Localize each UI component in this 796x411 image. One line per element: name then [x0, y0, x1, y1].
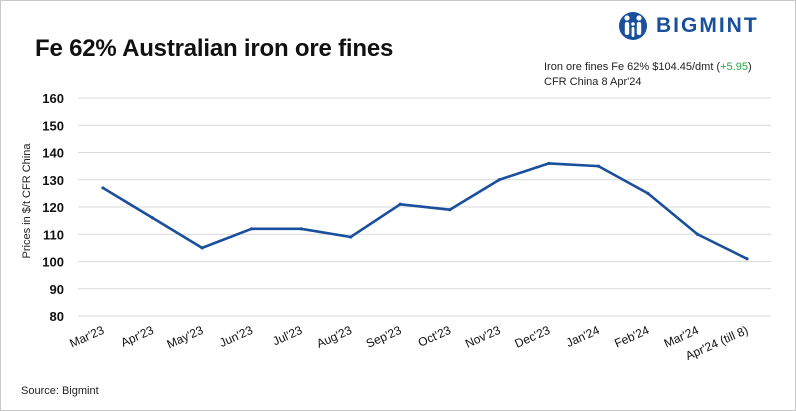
- y-axis-label: Prices in $/t CFR China: [21, 143, 33, 259]
- x-tick-label: Feb'24: [612, 323, 651, 351]
- data-point: [497, 178, 501, 182]
- series-group: [101, 161, 749, 261]
- data-point: [250, 227, 254, 231]
- y-tick-label: 90: [50, 282, 64, 297]
- y-axis-ticks: 80 90 100 110 120 130 140 150 160: [42, 91, 64, 324]
- price-line-1: Iron ore fines Fe 62% $104.45/dmt (+5.95…: [544, 60, 752, 75]
- chart-title: Fe 62% Australian iron ore fines: [35, 35, 394, 62]
- data-point: [547, 161, 551, 165]
- y-tick-label: 120: [42, 200, 64, 215]
- y-tick-label: 80: [50, 309, 64, 324]
- data-point: [695, 232, 700, 236]
- data-point: [299, 227, 303, 231]
- data-point: [398, 202, 402, 206]
- y-tick-label: 100: [42, 255, 64, 270]
- x-tick-label: Jun'23: [217, 323, 255, 350]
- x-tick-label: May'23: [165, 323, 206, 352]
- bigmint-logo-icon: [619, 12, 647, 40]
- brand-name: BIGMINT: [656, 14, 759, 37]
- data-point: [448, 208, 452, 212]
- data-point: [646, 191, 650, 195]
- x-tick-label: Jan'24: [564, 323, 602, 350]
- price-info: Iron ore fines Fe 62% $104.45/dmt (+5.95…: [544, 60, 752, 90]
- data-point: [349, 235, 353, 239]
- y-tick-label: 140: [42, 146, 64, 161]
- y-tick-label: 130: [42, 173, 64, 188]
- data-point: [596, 164, 600, 168]
- x-tick-label: Dec'23: [513, 323, 553, 351]
- data-point: [101, 186, 105, 190]
- y-tick-label: 110: [43, 227, 64, 242]
- series-line: [101, 162, 749, 261]
- data-point: [200, 246, 204, 250]
- price-suffix: ): [747, 61, 752, 73]
- x-axis-ticks: Mar'23 Apr'23 May'23 Jun'23 Jul'23 Aug'23 Sep'…: [67, 323, 750, 363]
- brand-logo[interactable]: BIGMINT: [618, 9, 788, 43]
- y-tick-label: 150: [42, 118, 64, 133]
- x-tick-label: Aug'23: [314, 323, 354, 351]
- price-prefix: Iron ore fines Fe 62% $104.45/dmt (: [544, 61, 721, 73]
- data-point: [745, 257, 749, 261]
- x-tick-label: Oct'23: [416, 323, 453, 350]
- price-line-2: CFR China 8 Apr'24: [544, 76, 642, 88]
- x-tick-label: Jul'23: [270, 323, 304, 349]
- price-change: +5.95: [720, 61, 748, 73]
- source-note: Source: Bigmint: [21, 385, 99, 397]
- x-tick-label: Mar'23: [67, 323, 106, 351]
- y-tick-label: 160: [42, 91, 64, 106]
- data-point: [150, 216, 155, 220]
- x-tick-label: Sep'23: [364, 323, 404, 351]
- x-tick-label: Apr'23: [119, 323, 156, 350]
- x-tick-label: Nov'23: [463, 323, 503, 351]
